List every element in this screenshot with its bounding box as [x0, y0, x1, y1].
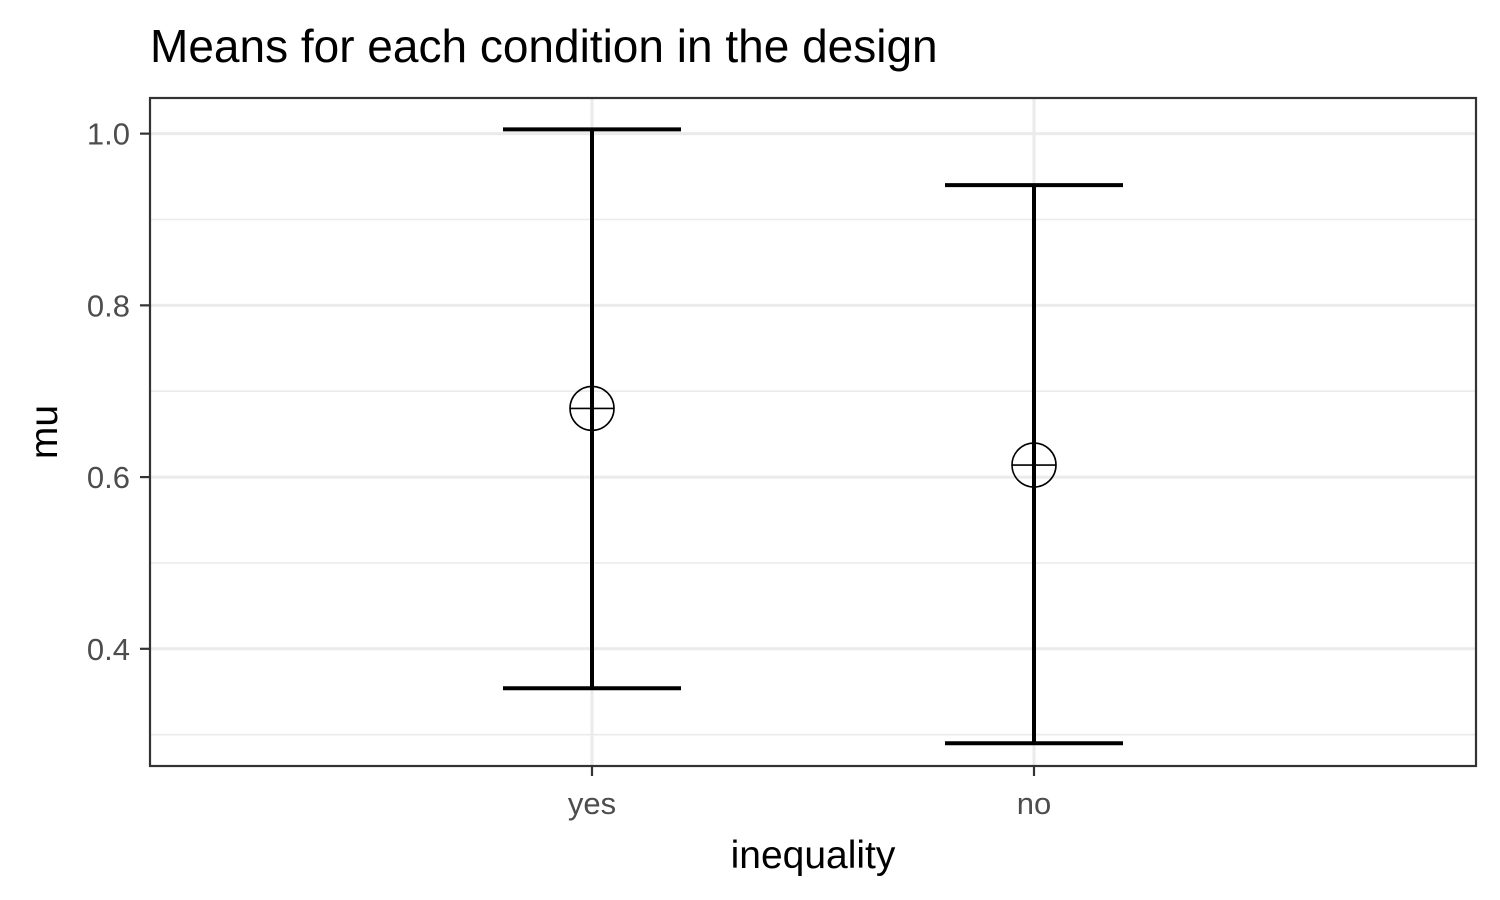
- y-tick-label: 0.4: [87, 632, 130, 667]
- y-tick-label: 0.8: [87, 288, 130, 323]
- x-tick-label: no: [1017, 786, 1051, 821]
- plot-panel: [148, 96, 1478, 768]
- x-tick-label: yes: [568, 786, 616, 821]
- y-tick-label: 1.0: [87, 117, 130, 152]
- chart-title: Means for each condition in the design: [150, 20, 938, 72]
- axes: 0.4 0.6 0.8 1.0 yes no: [87, 117, 1051, 821]
- error-bar-yes: [503, 127, 681, 691]
- mean-point-no: [1011, 442, 1057, 488]
- error-bar-no: [945, 183, 1123, 746]
- y-axis-title: mu: [23, 405, 66, 459]
- mean-point-yes: [569, 385, 615, 432]
- error-bars: [503, 127, 1123, 746]
- grid: [150, 98, 1476, 766]
- y-tick-label: 0.6: [87, 460, 130, 495]
- x-axis-title: inequality: [731, 834, 896, 877]
